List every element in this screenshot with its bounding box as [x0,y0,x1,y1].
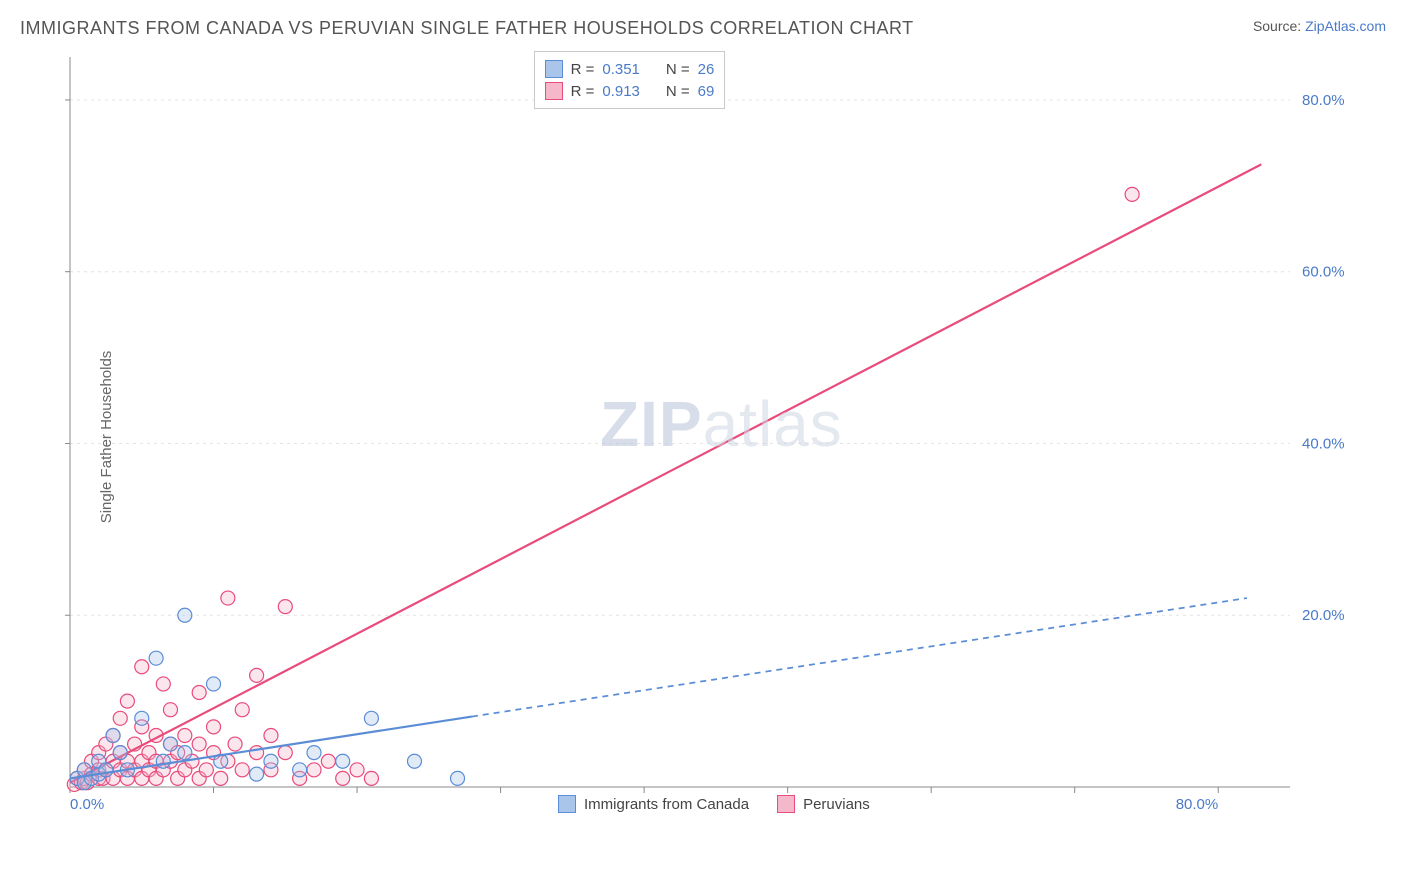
trend-line [70,164,1261,782]
data-point [163,737,177,751]
legend-item-pink: Peruvians [777,795,870,813]
data-point [250,767,264,781]
data-point [178,728,192,742]
data-point [250,746,264,760]
stats-n-label: N = [666,83,690,100]
stats-r-label: R = [571,61,595,78]
legend-label-blue: Immigrants from Canada [584,796,749,813]
legend-swatch-blue [558,795,576,813]
stats-r-label: R = [571,83,595,100]
source-link[interactable]: ZipAtlas.com [1305,18,1386,34]
stats-n-value-blue: 26 [698,61,715,78]
x-tick-label: 80.0% [1176,796,1219,813]
data-point [235,703,249,717]
series-legend: Immigrants from Canada Peruvians [558,795,870,813]
stats-legend: R = 0.351 N = 26 R = 0.913 N = 69 [534,51,726,109]
x-tick-label: 0.0% [70,796,104,813]
y-tick-label: 40.0% [1302,435,1345,452]
chart-area: Single Father Households ZIPatlas 0.0%80… [60,47,1386,827]
y-axis-label: Single Father Households [98,351,115,524]
data-point [264,754,278,768]
data-point [178,746,192,760]
data-point [120,694,134,708]
legend-swatch-pink [777,795,795,813]
data-point [293,763,307,777]
data-point [278,600,292,614]
legend-label-pink: Peruvians [803,796,870,813]
data-point [199,763,213,777]
data-point [364,771,378,785]
data-point [307,746,321,760]
data-point [214,771,228,785]
data-point [156,754,170,768]
legend-item-blue: Immigrants from Canada [558,795,749,813]
data-point [321,754,335,768]
data-point [250,668,264,682]
data-point [135,711,149,725]
data-point [163,703,177,717]
chart-title: IMMIGRANTS FROM CANADA VS PERUVIAN SINGL… [20,18,914,39]
data-point [407,754,421,768]
y-tick-label: 20.0% [1302,607,1345,624]
stats-row-pink: R = 0.913 N = 69 [545,80,715,102]
stats-n-label: N = [666,61,690,78]
data-point [350,763,364,777]
data-point [221,591,235,605]
stats-r-value-blue: 0.351 [602,61,640,78]
legend-swatch-blue [545,60,563,78]
data-point [364,711,378,725]
data-point [192,686,206,700]
data-point [451,771,465,785]
trend-line-extrapolated [472,598,1247,717]
stats-r-value-pink: 0.913 [602,83,640,100]
data-point [192,737,206,751]
data-point [207,677,221,691]
stats-row-blue: R = 0.351 N = 26 [545,58,715,80]
data-point [207,720,221,734]
source-attribution: Source: ZipAtlas.com [1253,18,1386,34]
y-tick-label: 60.0% [1302,264,1345,281]
legend-swatch-pink [545,82,563,100]
data-point [156,677,170,691]
data-point [235,763,249,777]
data-point [1125,187,1139,201]
data-point [178,608,192,622]
data-point [336,754,350,768]
data-point [278,746,292,760]
data-point [106,728,120,742]
source-label: Source: [1253,18,1301,34]
stats-n-value-pink: 69 [698,83,715,100]
y-tick-label: 80.0% [1302,92,1345,109]
data-point [113,746,127,760]
data-point [228,737,242,751]
data-point [149,651,163,665]
data-point [135,660,149,674]
data-point [307,763,321,777]
data-point [264,728,278,742]
data-point [336,771,350,785]
scatter-chart: 0.0% 80.0% 20.0% 40.0% 60.0% 80.0% [60,47,1360,827]
data-point [113,711,127,725]
